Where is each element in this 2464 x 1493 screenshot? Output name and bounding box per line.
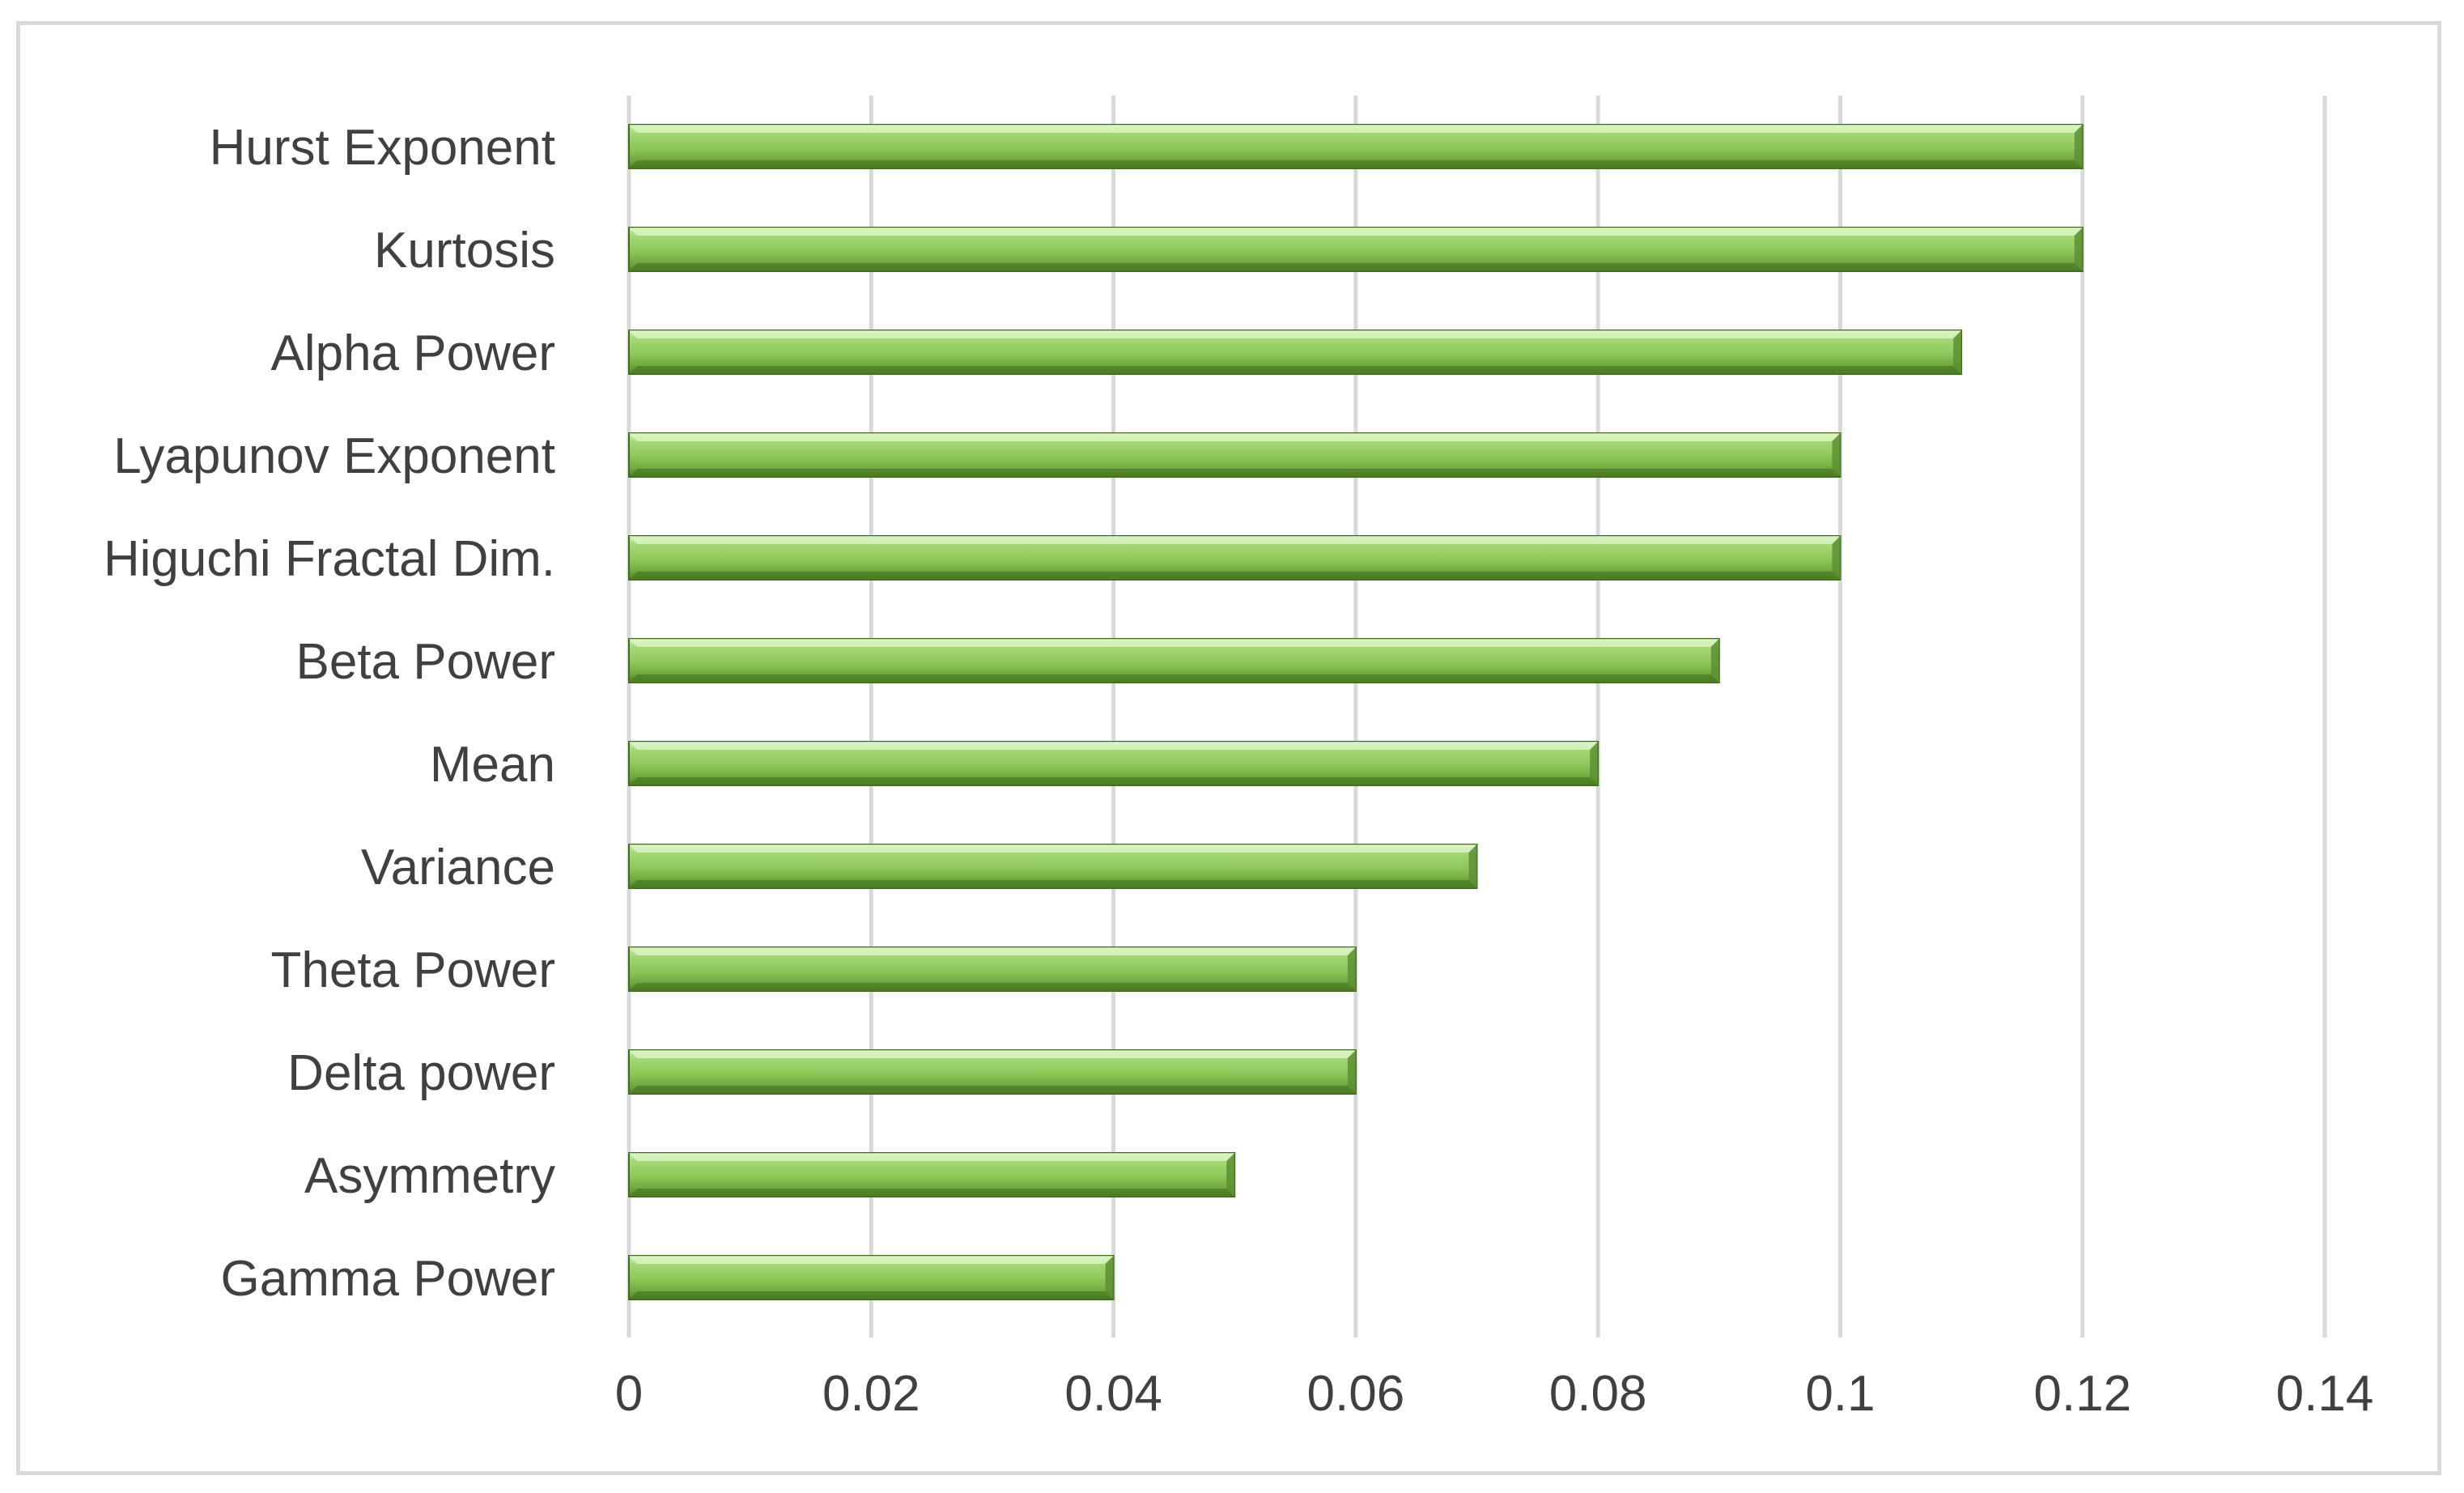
bar-bevel-bottom bbox=[629, 160, 2083, 168]
bar bbox=[628, 1255, 1115, 1300]
category-label: Theta Power bbox=[270, 942, 555, 998]
bar-end-cap bbox=[1832, 433, 1841, 477]
category-label: Beta Power bbox=[295, 634, 555, 690]
bar-end-cap bbox=[2074, 125, 2083, 168]
bar-end-cap bbox=[1953, 330, 1962, 374]
x-axis-tick-labels: 0 0.02 0.04 0.06 0.08 0.1 0.12 0.14 bbox=[615, 1366, 2374, 1422]
x-tick-label: 0.14 bbox=[2276, 1366, 2374, 1422]
bar-bevel-top bbox=[629, 947, 1356, 955]
bar-bevel-bottom bbox=[629, 983, 1356, 991]
bar-bevel-top bbox=[629, 330, 1962, 338]
bar-end-cap bbox=[1590, 742, 1599, 785]
bar-bevel-top bbox=[629, 1153, 1235, 1161]
bar-bevel-bottom bbox=[629, 263, 2083, 271]
bar-end-cap bbox=[1347, 1050, 1356, 1094]
bar bbox=[628, 227, 2084, 272]
x-tick-label: 0.1 bbox=[1805, 1366, 1875, 1422]
bar bbox=[628, 535, 1842, 581]
category-labels: Hurst Exponent Kurtosis Alpha Power Lyapuno… bbox=[104, 120, 555, 1307]
category-label: Kurtosis bbox=[374, 223, 555, 279]
x-tick-label: 0.12 bbox=[2033, 1366, 2131, 1422]
bar-bevel-top bbox=[629, 742, 1599, 750]
bar-bevel-bottom bbox=[629, 469, 1841, 477]
category-label: Gamma Power bbox=[221, 1251, 555, 1307]
bar-bevel-bottom bbox=[629, 674, 1719, 683]
bar-bevel-bottom bbox=[629, 366, 1962, 374]
bars bbox=[628, 124, 2084, 1300]
bar-end-cap bbox=[1710, 639, 1719, 683]
bar bbox=[628, 946, 1357, 992]
category-label: Mean bbox=[430, 737, 555, 793]
bar bbox=[628, 124, 2084, 169]
bar bbox=[628, 330, 1963, 375]
bar-end-cap bbox=[1226, 1153, 1235, 1197]
bar bbox=[628, 432, 1842, 478]
bar-end-cap bbox=[1105, 1256, 1114, 1299]
bar bbox=[628, 1049, 1357, 1095]
category-label: Asymmetry bbox=[304, 1148, 555, 1204]
category-label: Alpha Power bbox=[270, 325, 555, 381]
bar-end-cap bbox=[2074, 228, 2083, 271]
bar-bevel-top bbox=[629, 844, 1477, 853]
bar-bevel-bottom bbox=[629, 880, 1477, 888]
bar bbox=[628, 844, 1478, 889]
bar-bevel-top bbox=[629, 433, 1841, 441]
bar bbox=[628, 1152, 1236, 1197]
bar-bevel-bottom bbox=[629, 1086, 1356, 1094]
bar-bevel-bottom bbox=[629, 1189, 1235, 1197]
x-tick-label: 0.02 bbox=[822, 1366, 920, 1422]
bar-bevel-bottom bbox=[629, 777, 1599, 785]
gridlines bbox=[627, 96, 2327, 1338]
bar-bevel-top bbox=[629, 125, 2083, 133]
bar-end-cap bbox=[1468, 844, 1477, 888]
bar-end-cap bbox=[1347, 947, 1356, 991]
x-tick-label: 0 bbox=[615, 1366, 643, 1422]
bar-bevel-top bbox=[629, 228, 2083, 236]
category-label: Hurst Exponent bbox=[210, 120, 555, 176]
category-label: Delta power bbox=[287, 1045, 555, 1101]
bar-bevel-top bbox=[629, 1050, 1356, 1058]
x-tick-label: 0.04 bbox=[1064, 1366, 1162, 1422]
category-label: Lyapunov Exponent bbox=[113, 428, 555, 484]
bar bbox=[628, 741, 1599, 786]
category-label: Variance bbox=[361, 840, 555, 895]
x-tick-label: 0.06 bbox=[1307, 1366, 1405, 1422]
bar-end-cap bbox=[1832, 536, 1841, 580]
bar-bevel-bottom bbox=[629, 1291, 1114, 1299]
bar bbox=[628, 638, 1720, 683]
bar-bevel-top bbox=[629, 639, 1719, 647]
bar-bevel-top bbox=[629, 1256, 1114, 1264]
x-tick-label: 0.08 bbox=[1549, 1366, 1647, 1422]
category-label: Higuchi Fractal Dim. bbox=[104, 531, 555, 587]
bar-bevel-top bbox=[629, 536, 1841, 544]
bar-bevel-bottom bbox=[629, 572, 1841, 580]
